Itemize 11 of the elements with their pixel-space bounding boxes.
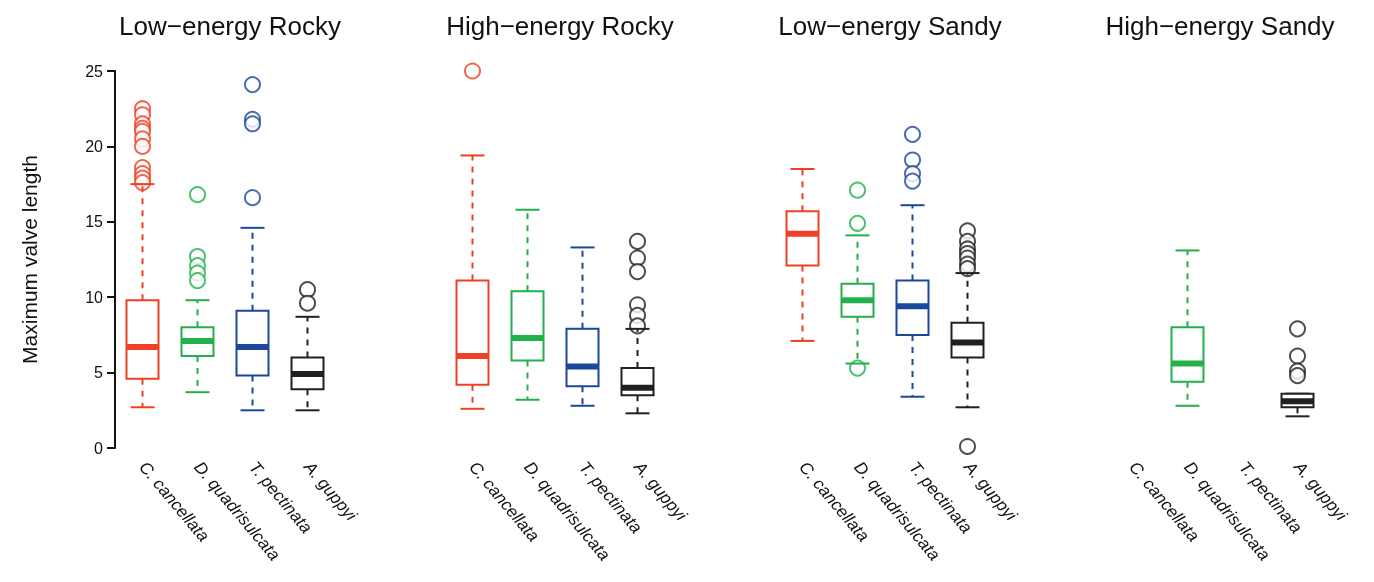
chart-title: Low−energy Rocky (119, 11, 341, 41)
y-tick-label: 25 (85, 62, 104, 80)
y-tick-label: 0 (94, 439, 104, 457)
y-tick-label: 10 (85, 288, 104, 306)
chart-title: High−energy Sandy (1105, 11, 1335, 41)
y-tick-label: 20 (85, 137, 104, 155)
chart-title: High−energy Rocky (446, 11, 674, 41)
y-tick-label: 15 (85, 213, 104, 231)
y-tick-label: 5 (94, 364, 104, 382)
chart-title: Low−energy Sandy (778, 11, 1002, 41)
y-axis-title: Maximum valve length (18, 155, 41, 364)
